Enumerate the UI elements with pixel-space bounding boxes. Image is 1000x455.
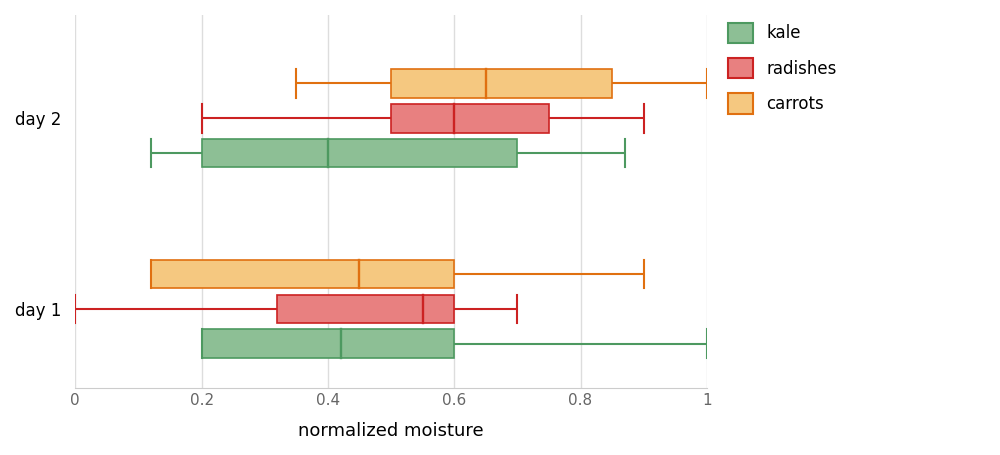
FancyBboxPatch shape — [202, 329, 454, 358]
Legend: kale, radishes, carrots: kale, radishes, carrots — [722, 16, 844, 120]
FancyBboxPatch shape — [391, 69, 612, 97]
X-axis label: normalized moisture: normalized moisture — [298, 422, 484, 440]
FancyBboxPatch shape — [277, 294, 454, 323]
FancyBboxPatch shape — [202, 139, 517, 167]
FancyBboxPatch shape — [391, 104, 549, 132]
FancyBboxPatch shape — [151, 260, 454, 288]
